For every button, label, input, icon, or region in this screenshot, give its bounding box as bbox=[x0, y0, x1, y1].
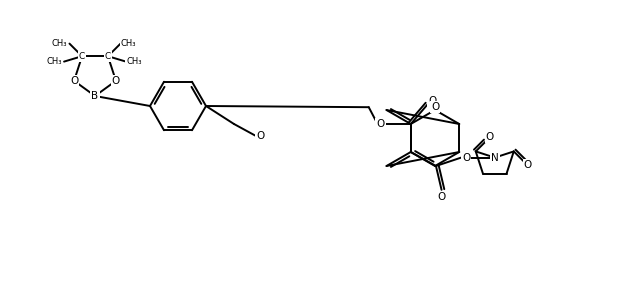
Text: B: B bbox=[91, 91, 98, 101]
Text: O: O bbox=[462, 153, 470, 162]
Text: N: N bbox=[491, 153, 499, 162]
Text: C: C bbox=[104, 52, 111, 61]
Text: CH₃: CH₃ bbox=[126, 57, 142, 66]
Text: CH₃: CH₃ bbox=[121, 39, 136, 48]
Text: O: O bbox=[70, 76, 78, 86]
Text: O: O bbox=[431, 102, 439, 112]
Text: O: O bbox=[437, 192, 446, 202]
Text: O: O bbox=[524, 160, 532, 170]
Text: CH₃: CH₃ bbox=[46, 57, 62, 66]
Text: O: O bbox=[112, 76, 120, 86]
Text: O: O bbox=[429, 96, 437, 106]
Text: O: O bbox=[256, 131, 264, 141]
Text: C: C bbox=[79, 52, 85, 61]
Text: O: O bbox=[376, 119, 384, 129]
Text: CH₃: CH₃ bbox=[52, 39, 67, 48]
Text: O: O bbox=[486, 132, 494, 142]
